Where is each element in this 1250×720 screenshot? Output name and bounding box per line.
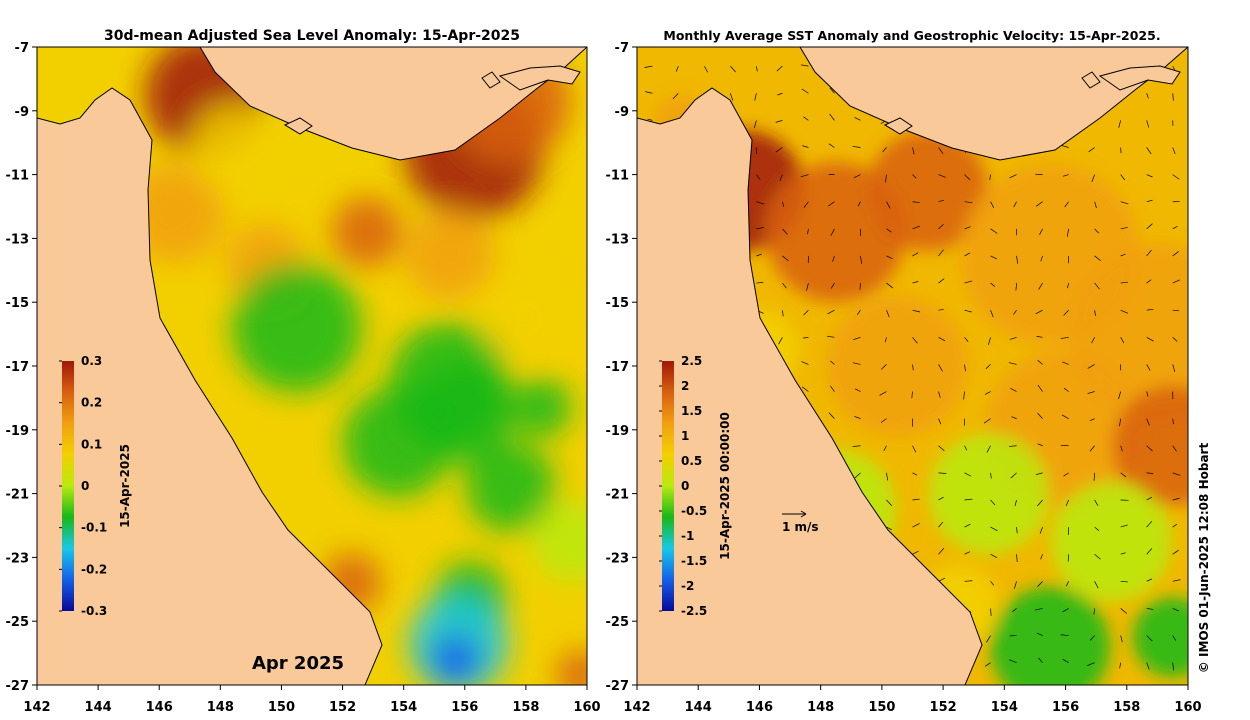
left-lon-tick-label: 160 [573,700,600,715]
right-lat-tick-label: -23 [606,551,630,566]
right-colorbar-tick-label: -1.5 [681,554,707,568]
right-colorbar-tick-label: 2.5 [681,354,702,368]
australia-landmass [637,87,983,685]
left-lat-tick-label: -9 [15,105,29,120]
left-lon-tick-label: 146 [146,700,173,715]
left-lon-tick-label: 158 [512,700,539,715]
right-lon-tick-label: 160 [1174,700,1201,715]
right-colorbar-label: 15-Apr-2025 00:00:00 [718,412,732,560]
right-lat-tick-label: -19 [606,424,630,439]
left-map-stamp: Apr 2025 [252,653,344,674]
bougainville-island [481,71,501,89]
right-lat-tick-label: -9 [615,105,629,120]
right-lat-tick-label: -21 [606,488,630,503]
left-lat-tick-label: -15 [6,296,30,311]
right-colorbar-tick-label: -2 [681,579,694,593]
right-map-title: Monthly Average SST Anomaly and Geostrop… [663,28,1160,43]
right-lon-tick-label: 144 [685,700,712,715]
left-colorbar [62,361,74,611]
right-lon-tick-label: 146 [746,700,773,715]
axis-ticks: 142 144 146 148 150 152 154 156 158 160-7-9-11-13… [6,41,1202,715]
left-lon-tick-label: 148 [207,700,234,715]
left-map-title: 30d-mean Adjusted Sea Level Anomaly: 15-… [104,28,520,44]
right-colorbar-tick-label: 2 [681,379,689,393]
left-lon-tick-label: 150 [268,700,295,715]
left-lat-tick-label: -11 [6,169,30,184]
right-lat-tick-label: -17 [606,360,630,375]
new-britain-island [498,65,581,91]
left-lon-tick-label: 154 [390,700,417,715]
left-colorbar-label: 15-Apr-2025 [118,444,132,528]
australia-landmass [37,87,383,685]
right-lat-tick-label: -25 [606,615,630,630]
sst-anomaly-field [652,96,1188,685]
left-lat-tick-label: -13 [6,232,30,247]
left-lon-tick-label: 156 [451,700,478,715]
left-lat-tick-label: -27 [6,679,30,694]
left-lat-tick-label: -19 [6,424,30,439]
right-colorbar-tick-label: -0.5 [681,504,707,518]
right-lat-tick-label: -13 [606,232,630,247]
velocity-scale-label: 1 m/s [782,520,819,534]
left-lat-tick-label: -23 [6,551,30,566]
velocity-scale-arrowhead [800,510,807,518]
right-colorbar-tick-label: 1 [681,429,689,443]
left-lon-tick-label: 144 [85,700,112,715]
left-map: Apr 2025 0.3 0.2 0.1 0 -0.1 -0.2 -0.3 15-Apr-2… [36,46,588,686]
left-colorbar-tick-label: 0.2 [81,396,102,410]
right-colorbar-tick-label: 0.5 [681,454,702,468]
right-colorbar-tick-label: -2.5 [681,604,707,618]
right-colorbar-tick-label: 1.5 [681,404,702,418]
right-lon-tick-label: 150 [868,700,895,715]
right-lat-tick-label: -7 [615,41,629,56]
left-colorbar-tick-label: 0.1 [81,437,102,451]
right-land [637,47,1188,685]
left-lat-tick-label: -17 [6,360,30,375]
right-colorbar-tick-label: 0 [681,479,689,493]
right-lon-tick-label: 142 [623,700,650,715]
left-colorbar-tick-label: -0.3 [81,604,107,618]
left-lat-tick-label: -7 [15,41,29,56]
right-colorbar-tick-label: -1 [681,529,694,543]
new-britain-island [1098,65,1181,91]
right-lon-tick-label: 148 [807,700,834,715]
left-colorbar-tick-label: 0.3 [81,354,102,368]
right-map: 1 m/s 2.5 2 1.5 1 0.5 0 -0.5 -1 -1.5 -2 -2.5 15-Ap… [636,46,1189,686]
left-colorbar-tick-label: -0.1 [81,521,107,535]
right-lat-tick-label: -15 [606,296,630,311]
left-lat-tick-label: -25 [6,615,30,630]
left-land [37,47,587,685]
right-colorbar [662,361,674,611]
right-lon-tick-label: 158 [1113,700,1140,715]
credit-text: © IMOS 01-Jun-2025 12:08 Hobart [1197,443,1211,674]
left-lat-tick-label: -21 [6,488,30,503]
left-lon-tick-label: 142 [23,700,50,715]
right-lon-tick-label: 154 [991,700,1018,715]
left-colorbar-ticks: 0.3 0.2 0.1 0 -0.1 -0.2 -0.3 [59,354,107,618]
louisiade-islands [283,117,313,135]
right-lon-tick-label: 156 [1052,700,1079,715]
left-colorbar-tick-label: 0 [81,479,89,493]
left-colorbar-tick-label: -0.2 [81,562,107,576]
louisiade-islands [883,117,913,135]
right-lat-tick-label: -11 [606,169,630,184]
right-lon-tick-label: 152 [930,700,957,715]
bougainville-island [1081,71,1101,89]
right-lat-tick-label: -27 [606,679,630,694]
left-lon-tick-label: 152 [329,700,356,715]
right-colorbar-ticks: 2.5 2 1.5 1 0.5 0 -0.5 -1 -1.5 -2 -2.5 [659,354,707,618]
